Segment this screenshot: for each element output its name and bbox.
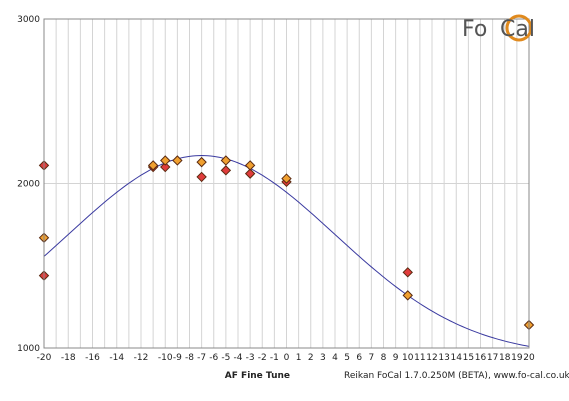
x-axis-title: AF Fine Tune [225,371,290,381]
data-point [172,155,183,166]
x-tick-label: 0 [284,353,290,363]
x-tick-label: -14 [109,353,124,363]
data-point [160,161,171,173]
data-point [281,173,292,184]
x-tick-label: -5 [221,353,230,363]
x-tick-label: -8 [185,353,194,363]
x-tick-label: 18 [499,353,511,363]
x-tick-label: 8 [381,353,387,363]
logo-cal: Cal [500,17,535,42]
x-tick-label: -18 [61,353,76,363]
x-tick-label: -9 [173,353,182,363]
y-tick-label: 3000 [17,15,40,25]
focal-logo: Fo Cal [462,14,535,42]
grid [43,18,530,349]
x-tick-label: 3 [320,353,326,363]
data-point [220,155,232,166]
data-point [196,156,207,168]
x-tick-label: 14 [451,353,463,363]
plot-frame [43,18,530,349]
data-point [160,155,171,166]
x-tick-label: 5 [344,353,350,363]
x-tick-label: 2 [308,353,314,363]
x-tick-label: 17 [487,353,498,363]
x-tick-label: 16 [475,353,487,363]
x-tick-label: -10 [158,353,173,363]
fit-curve [43,155,530,347]
x-tick-label: -4 [234,353,243,363]
x-tick-label: 19 [511,353,523,363]
x-tick-label: 10 [402,353,414,363]
x-tick-label: 9 [393,353,399,363]
x-tick-label: -3 [246,353,255,363]
data-point [196,171,207,183]
data-point [244,168,256,179]
x-tick-label: -7 [197,353,206,363]
x-tick-label: 13 [438,353,449,363]
x-tick-label: 4 [332,353,338,363]
x-tick-label: 6 [356,353,362,363]
x-tick-label: 11 [414,353,425,363]
x-tick-label: -6 [209,353,218,363]
x-tick-label: 12 [426,353,437,363]
x-tick-label: -16 [85,353,100,363]
data-points [38,155,535,331]
x-axis-ticks: -20 -18 -16 -14 -12 -10 -9 -8 -7 -6 -5 -4 -3 -2 -1 0 1 2 3… [37,353,535,363]
data-point [402,290,413,301]
x-tick-label: 1 [296,353,302,363]
data-point [244,160,256,171]
y-tick-label: 2000 [17,180,40,190]
y-axis-ticks: 1000 2000 3000 [17,15,40,354]
data-point [402,267,413,278]
logo-ring [505,14,533,42]
x-tick-label: 20 [523,353,535,363]
x-tick-label: -1 [270,353,279,363]
credit-text: Reikan FoCal 1.7.0.250M (BETA), www.fo-c… [344,371,569,381]
data-point [147,160,159,171]
logo-fo: Fo [462,17,487,42]
data-point [220,165,232,176]
x-tick-label: -20 [37,353,52,363]
x-tick-label: -12 [134,353,149,363]
x-tick-label: -2 [258,353,267,363]
y-tick-label: 1000 [17,344,40,354]
x-tick-label: 15 [463,353,474,363]
x-tick-label: 7 [369,353,375,363]
